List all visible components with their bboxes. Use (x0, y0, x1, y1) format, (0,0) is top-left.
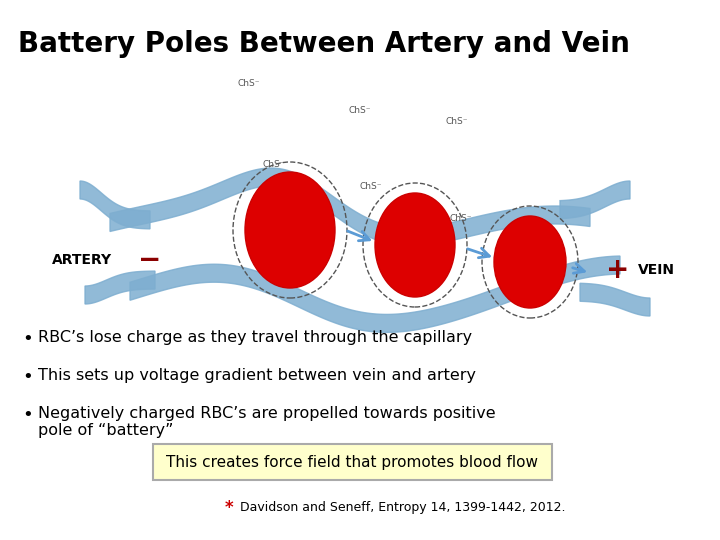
Text: ChS⁻: ChS⁻ (359, 182, 382, 191)
Text: −: − (138, 246, 161, 274)
Text: •: • (22, 368, 32, 386)
Text: ChS⁻: ChS⁻ (348, 106, 372, 115)
FancyBboxPatch shape (153, 444, 552, 480)
Text: RBC’s lose charge as they travel through the capillary: RBC’s lose charge as they travel through… (38, 330, 472, 345)
Text: ChS⁻: ChS⁻ (446, 117, 469, 126)
Text: Battery Poles Between Artery and Vein: Battery Poles Between Artery and Vein (18, 30, 630, 58)
Polygon shape (130, 256, 620, 333)
Polygon shape (560, 181, 630, 219)
Ellipse shape (375, 193, 455, 297)
Text: VEIN: VEIN (638, 263, 675, 277)
Ellipse shape (494, 216, 566, 308)
Text: This sets up voltage gradient between vein and artery: This sets up voltage gradient between ve… (38, 368, 476, 383)
Polygon shape (85, 271, 155, 304)
Text: This creates force field that promotes blood flow: This creates force field that promotes b… (166, 455, 538, 469)
Text: •: • (22, 330, 32, 348)
Text: *: * (225, 499, 233, 517)
Text: Negatively charged RBC’s are propelled towards positive
pole of “battery”: Negatively charged RBC’s are propelled t… (38, 406, 495, 438)
Text: +: + (606, 256, 630, 284)
Text: ChS⁻: ChS⁻ (237, 79, 260, 88)
Text: ChS⁻: ChS⁻ (449, 214, 472, 223)
Polygon shape (110, 168, 590, 246)
Polygon shape (580, 284, 650, 316)
Text: Davidson and Seneff, Entropy 14, 1399-1442, 2012.: Davidson and Seneff, Entropy 14, 1399-14… (240, 502, 565, 515)
Text: ARTERY: ARTERY (52, 253, 112, 267)
Text: •: • (22, 406, 32, 424)
Ellipse shape (245, 172, 335, 288)
Polygon shape (80, 181, 150, 229)
Text: ChS⁻: ChS⁻ (262, 160, 285, 169)
